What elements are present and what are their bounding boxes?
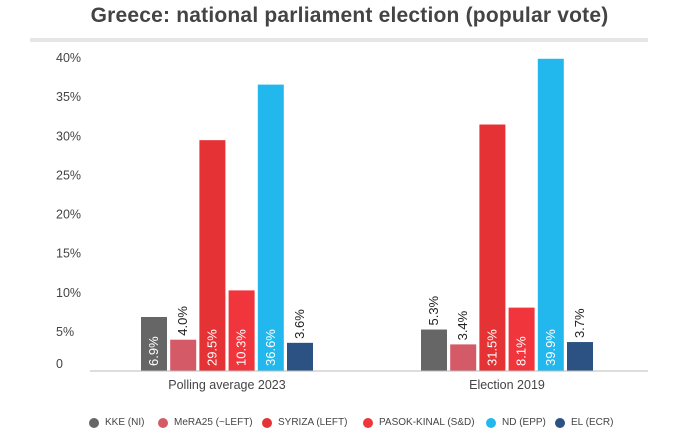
y-tick-label: 25%: [56, 168, 81, 182]
legend-label: ND (EPP): [502, 417, 546, 428]
bar: [450, 344, 477, 371]
data-label: 6.9%: [146, 336, 161, 366]
legend-item: PASOK-KINAL (S&D): [363, 417, 475, 428]
data-label: 36.6%: [263, 329, 278, 366]
data-label: 3.7%: [572, 308, 587, 338]
y-axis: 5% 10% 15% 20% 25% 30% 35% 40% 0: [56, 51, 81, 371]
bar: [537, 58, 564, 371]
bar: [199, 140, 226, 371]
data-label: 8.1%: [514, 336, 529, 366]
chart-title: Greece: national parliament election (po…: [90, 4, 609, 27]
legend-label: MeRA25 (~LEFT): [174, 417, 253, 428]
legend-item: MeRA25 (~LEFT): [158, 417, 253, 428]
title-underline: [30, 38, 648, 42]
legend-swatch: [89, 417, 99, 428]
data-label: 10.3%: [234, 329, 249, 366]
data-label: 3.6%: [292, 309, 307, 339]
y-tick-label: 30%: [56, 129, 81, 143]
data-label: 39.9%: [543, 329, 558, 366]
data-label: 31.5%: [484, 329, 499, 366]
bar: [170, 339, 197, 371]
y-tick-label: 15%: [56, 247, 81, 261]
legend-swatch: [363, 417, 373, 428]
x-category-label: Polling average 2023: [168, 378, 285, 392]
bar: [257, 84, 284, 371]
y-tick-label: 5%: [56, 325, 74, 339]
legend-item: SYRIZA (LEFT): [262, 417, 347, 428]
legend-label: KKE (NI): [105, 417, 145, 428]
legend-item: ND (EPP): [486, 417, 546, 428]
legend-label: SYRIZA (LEFT): [278, 417, 348, 428]
y-tick-zero: 0: [56, 357, 63, 371]
legend-label: PASOK-KINAL (S&D): [379, 417, 475, 428]
x-category-label: Election 2019: [469, 378, 545, 392]
y-tick-label: 10%: [56, 286, 81, 300]
data-label: 4.0%: [175, 306, 190, 336]
legend-item: KKE (NI): [89, 417, 144, 428]
legend-swatch: [555, 417, 565, 428]
y-tick-label: 20%: [56, 208, 81, 222]
bar: [141, 317, 167, 371]
x-axis: Polling average 2023 Election 2019: [168, 378, 545, 392]
data-label: 3.4%: [455, 310, 470, 340]
bar: [421, 329, 447, 371]
legend-label: EL (ECR): [571, 417, 614, 428]
legend-item: EL (ECR): [555, 417, 613, 428]
legend: KKE (NI) MeRA25 (~LEFT) SYRIZA (LEFT) PASOK…: [0, 417, 699, 435]
bar: [567, 342, 593, 371]
data-label: 5.3%: [426, 295, 441, 325]
legend-swatch: [262, 417, 272, 428]
legend-swatch: [158, 417, 168, 428]
data-labels: 6.9% 4.0% 29.5% 10.3% 36.6% 3.6% 5.3% 3.4% 31.5%…: [146, 295, 587, 366]
bar: [508, 307, 535, 371]
data-label: 29.5%: [204, 329, 219, 366]
bar: [287, 342, 313, 371]
legend-swatch: [486, 417, 496, 428]
y-tick-label: 40%: [56, 51, 81, 65]
bars: [141, 58, 593, 371]
bar: [479, 124, 506, 371]
bar: [228, 290, 255, 371]
y-tick-label: 35%: [56, 90, 81, 104]
